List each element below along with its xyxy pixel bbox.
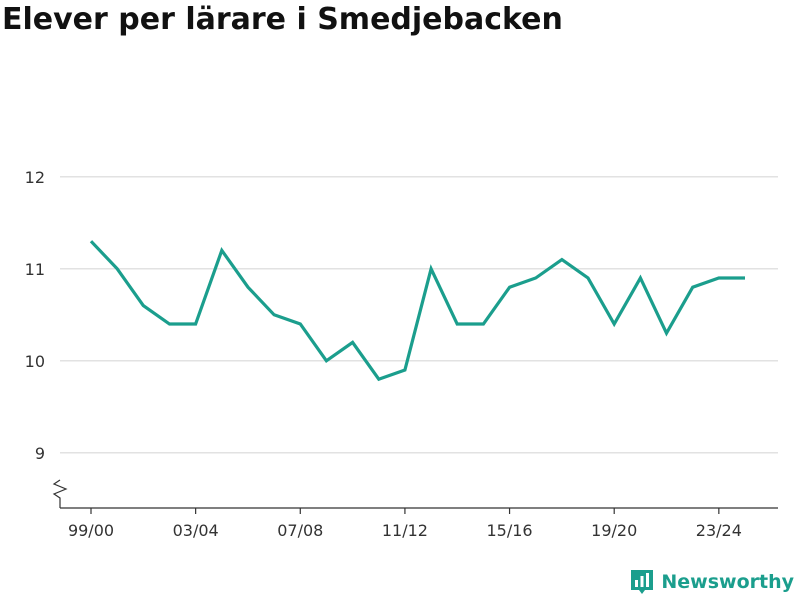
y-tick-label: 10: [25, 352, 45, 371]
data-point: [270, 311, 278, 319]
data-point: [165, 320, 173, 328]
data-point: [610, 320, 618, 328]
data-point: [139, 302, 147, 310]
y-tick-label: 11: [25, 260, 45, 279]
data-point: [375, 375, 383, 383]
brand-name: Newsworthy: [661, 571, 794, 593]
data-point: [506, 283, 514, 291]
data-point: [715, 274, 723, 282]
data-point: [296, 320, 304, 328]
x-tick-label: 19/20: [591, 521, 637, 540]
data-point: [558, 256, 566, 264]
x-tick-label: 03/04: [173, 521, 219, 540]
x-tick-label: 23/24: [696, 521, 742, 540]
data-point: [244, 283, 252, 291]
data-point: [427, 265, 435, 273]
data-point: [689, 283, 697, 291]
brand-logo[interactable]: Newsworthy: [629, 568, 794, 596]
data-point: [349, 338, 357, 346]
data-point: [322, 357, 330, 365]
grid-layer: [60, 176, 778, 454]
y-tick-label: 12: [25, 168, 45, 187]
newsworthy-logo-icon: [631, 570, 654, 594]
data-point: [218, 246, 226, 254]
data-point: [479, 320, 487, 328]
data-point: [663, 329, 671, 337]
chart-title: Elever per lärare i Smedjebacken: [2, 2, 563, 37]
x-tick-label: 15/16: [487, 521, 533, 540]
data-point: [741, 274, 749, 282]
data-point: [192, 320, 200, 328]
y-axis-break-mark: [52, 479, 68, 508]
data-point: [584, 274, 592, 282]
data-point: [532, 274, 540, 282]
x-tick-label: 11/12: [382, 521, 428, 540]
data-point: [453, 320, 461, 328]
series-line: [89, 240, 745, 382]
x-tick-label: 99/00: [68, 521, 114, 540]
data-point: [401, 366, 409, 374]
data-point: [87, 237, 95, 245]
series-layer: [87, 237, 749, 383]
data-point: [636, 274, 644, 282]
label-layer: 9 10 11 12 99/00 03/04 07/08 11/12 15/16 19/20 23/…: [25, 168, 742, 540]
y-tick-label: 9: [35, 444, 45, 463]
x-tick-label: 07/08: [277, 521, 323, 540]
axis-layer: [52, 479, 778, 514]
data-point: [113, 265, 121, 273]
